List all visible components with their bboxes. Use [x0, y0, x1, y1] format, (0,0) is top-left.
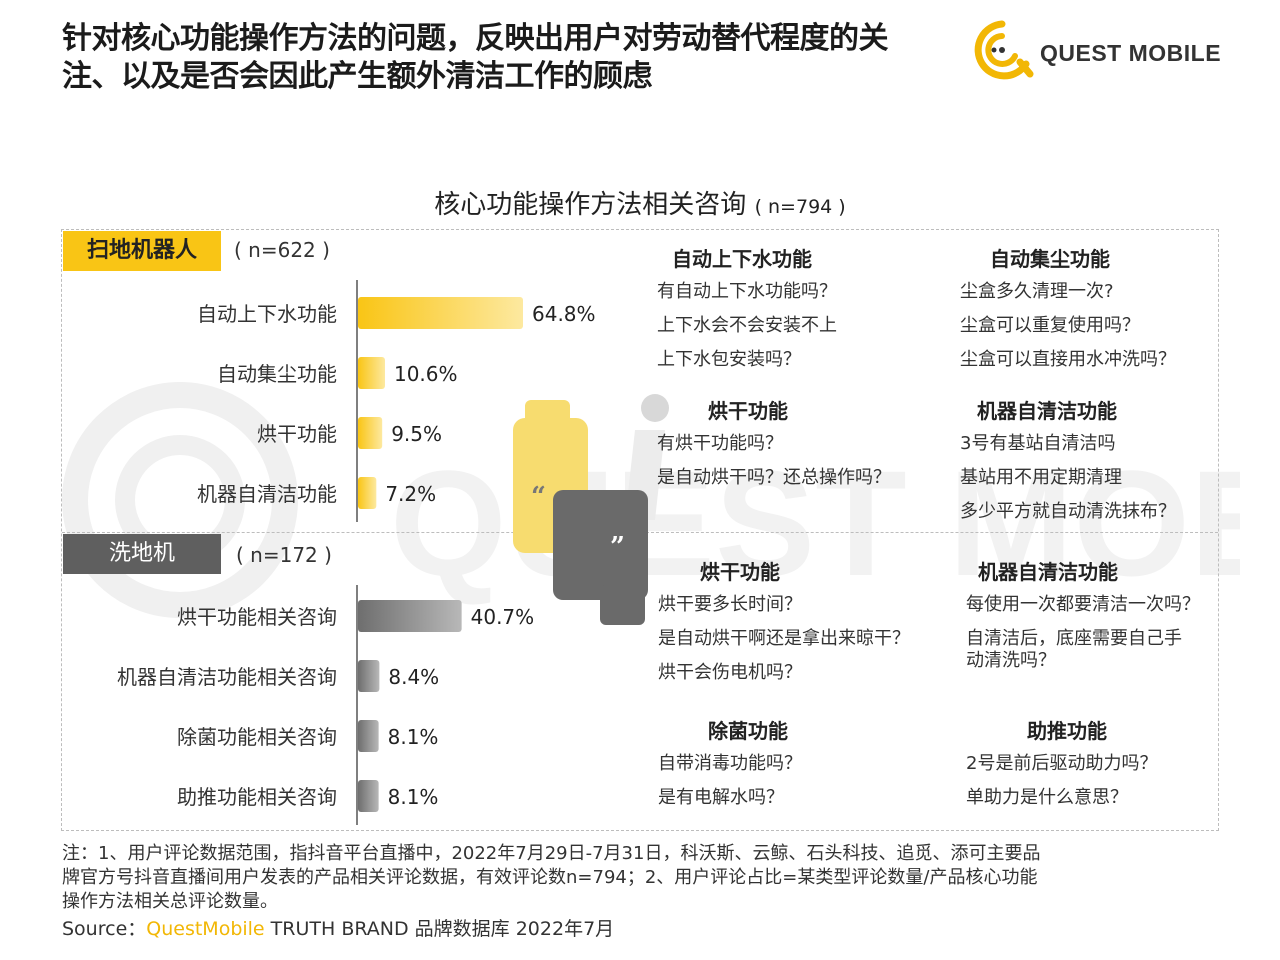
bar-robot-1	[358, 357, 385, 389]
qa-title-wash-2: 除菌功能	[708, 719, 788, 743]
category-label-wash-2: 除菌功能相关咨询	[177, 725, 337, 749]
questmobile-logo: QUEST MOBILE	[968, 18, 1228, 82]
value-label-robot-3: 7.2%	[385, 482, 436, 506]
chart-title: 核心功能操作方法相关咨询 ( n=794 )	[0, 184, 1280, 221]
category-label-robot-3: 机器自清洁功能	[197, 482, 337, 506]
section-tag-wash: 洗地机	[63, 534, 221, 574]
value-label-robot-2: 9.5%	[391, 422, 442, 446]
qa-item-robot-3-1: 基站用不用定期清理	[960, 467, 1122, 488]
qa-item-wash-0-0: 烘干要多长时间？	[658, 594, 802, 615]
section-tag-robot: 扫地机器人	[63, 231, 221, 271]
qa-title-robot-2: 烘干功能	[708, 399, 788, 423]
bar-group-wash: 烘干功能相关咨询 40.7% 机器自清洁功能相关咨询 8.4% 除菌功能相关咨询 8.1%…	[117, 585, 534, 825]
qa-item-wash-1-2: 动清洗吗？	[966, 650, 1056, 671]
bar-wash-3	[358, 780, 379, 812]
footnote-line3: 操作方法相关总评论数量。	[62, 891, 278, 912]
qa-title-robot-1: 自动集尘功能	[990, 247, 1110, 271]
qa-item-robot-1-0: 尘盒多久清理一次?	[960, 281, 1114, 302]
qa-item-robot-1-2: 尘盒可以直接用水冲洗吗？	[960, 349, 1176, 370]
qa-item-robot-2-1: 是自动烘干吗？还总操作吗？	[657, 467, 891, 488]
source-label: Source：	[62, 918, 147, 940]
qa-item-wash-1-0: 每使用一次都要清洁一次吗？	[966, 594, 1200, 615]
category-label-wash-0: 烘干功能相关咨询	[177, 605, 337, 629]
quote-illustration: “ ”	[513, 394, 669, 625]
category-label-robot-1: 自动集尘功能	[217, 362, 337, 386]
qa-item-robot-2-0: 有烘干功能吗？	[657, 433, 783, 454]
bar-wash-1	[358, 660, 380, 692]
chart-frame	[61, 229, 1219, 831]
source-line: Source：QuestMobile TRUTH BRAND 品牌数据库 202…	[62, 914, 614, 941]
qa-title-robot-3: 机器自清洁功能	[977, 399, 1117, 423]
qa-title-wash-0: 烘干功能	[700, 560, 780, 584]
qa-item-wash-3-1: 单助力是什么意思？	[966, 787, 1128, 808]
bar-wash-0	[358, 600, 462, 632]
source-rest: TRUTH BRAND 品牌数据库 2022年7月	[264, 918, 615, 940]
chart-title-main: 核心功能操作方法相关咨询	[434, 190, 747, 220]
quest-logo-icon	[974, 20, 1034, 80]
qa-item-robot-0-2: 上下水包安装吗？	[657, 349, 801, 370]
value-label-wash-0: 40.7%	[471, 605, 535, 629]
bar-robot-0	[358, 297, 523, 329]
quote-close-icon: ”	[610, 532, 625, 562]
category-label-robot-2: 烘干功能	[257, 422, 337, 446]
value-label-robot-1: 10.6%	[394, 362, 458, 386]
qa-title-wash-3: 助推功能	[1027, 719, 1107, 743]
qa-item-robot-3-2: 多少平方就自动清洗抹布？	[960, 501, 1176, 522]
logo-text: QUEST MOBILE	[1040, 40, 1222, 66]
qa-item-robot-0-1: 上下水会不会安装不上	[657, 315, 837, 336]
bar-group-robot: 自动上下水功能 64.8% 自动集尘功能 10.6% 烘干功能 9.5% 机器自清洁功能 7.…	[197, 280, 596, 522]
category-label-robot-0: 自动上下水功能	[197, 302, 337, 326]
qa-title-robot-0: 自动上下水功能	[672, 247, 812, 271]
qa-item-wash-2-1: 是有电解水吗？	[658, 787, 784, 808]
footnote-line1: 注：1、用户评论数据范围，指抖音平台直播中，2022年7月29日-7月31日，科…	[62, 843, 1041, 864]
quote-open-icon: “	[531, 482, 546, 512]
footnote-line2: 牌官方号抖音直播间用户发表的产品相关评论数据，有效评论数n=794；2、用户评论…	[62, 867, 1038, 888]
page-title-line2: 注、以及是否会因此产生额外清洁工作的顾虑	[62, 59, 653, 94]
page-title: 针对核心功能操作方法的问题，反映出用户对劳动替代程度的关 注、以及是否会因此产生…	[62, 20, 962, 96]
value-label-wash-1: 8.4%	[388, 665, 439, 689]
qa-title-wash-1: 机器自清洁功能	[978, 560, 1118, 584]
value-label-wash-3: 8.1%	[388, 785, 439, 809]
bar-robot-3	[358, 477, 377, 509]
qa-item-wash-0-2: 烘干会伤电机吗？	[658, 662, 802, 683]
source-brand: QuestMobile	[146, 918, 265, 940]
qa-item-robot-3-0: 3号有基站自清洁吗	[960, 433, 1116, 454]
category-label-wash-1: 机器自清洁功能相关咨询	[117, 665, 337, 689]
section-n-wash: ( n=172 )	[236, 543, 332, 567]
footnote: 注：1、用户评论数据范围，指抖音平台直播中，2022年7月29日-7月31日，科…	[62, 842, 1222, 914]
category-label-wash-3: 助推功能相关咨询	[177, 785, 337, 809]
qa-item-wash-1-1: 自清洁后，底座需要自己手	[966, 628, 1182, 649]
qa-item-wash-3-0: 2号是前后驱动助力吗？	[966, 753, 1158, 774]
bar-wash-2	[358, 720, 379, 752]
value-label-robot-0: 64.8%	[532, 302, 596, 326]
value-label-wash-2: 8.1%	[388, 725, 439, 749]
section-n-robot: ( n=622 )	[234, 238, 330, 262]
chart-title-n: ( n=794 )	[754, 196, 846, 218]
page-title-line1: 针对核心功能操作方法的问题，反映出用户对劳动替代程度的关	[62, 21, 889, 56]
qa-item-robot-0-0: 有自动上下水功能吗？	[657, 281, 837, 302]
qa-item-wash-2-0: 自带消毒功能吗？	[658, 753, 802, 774]
qa-item-robot-1-1: 尘盒可以重复使用吗？	[960, 315, 1140, 336]
qa-item-wash-0-1: 是自动烘干啊还是拿出来晾干？	[658, 628, 910, 649]
bar-robot-2	[358, 417, 383, 449]
